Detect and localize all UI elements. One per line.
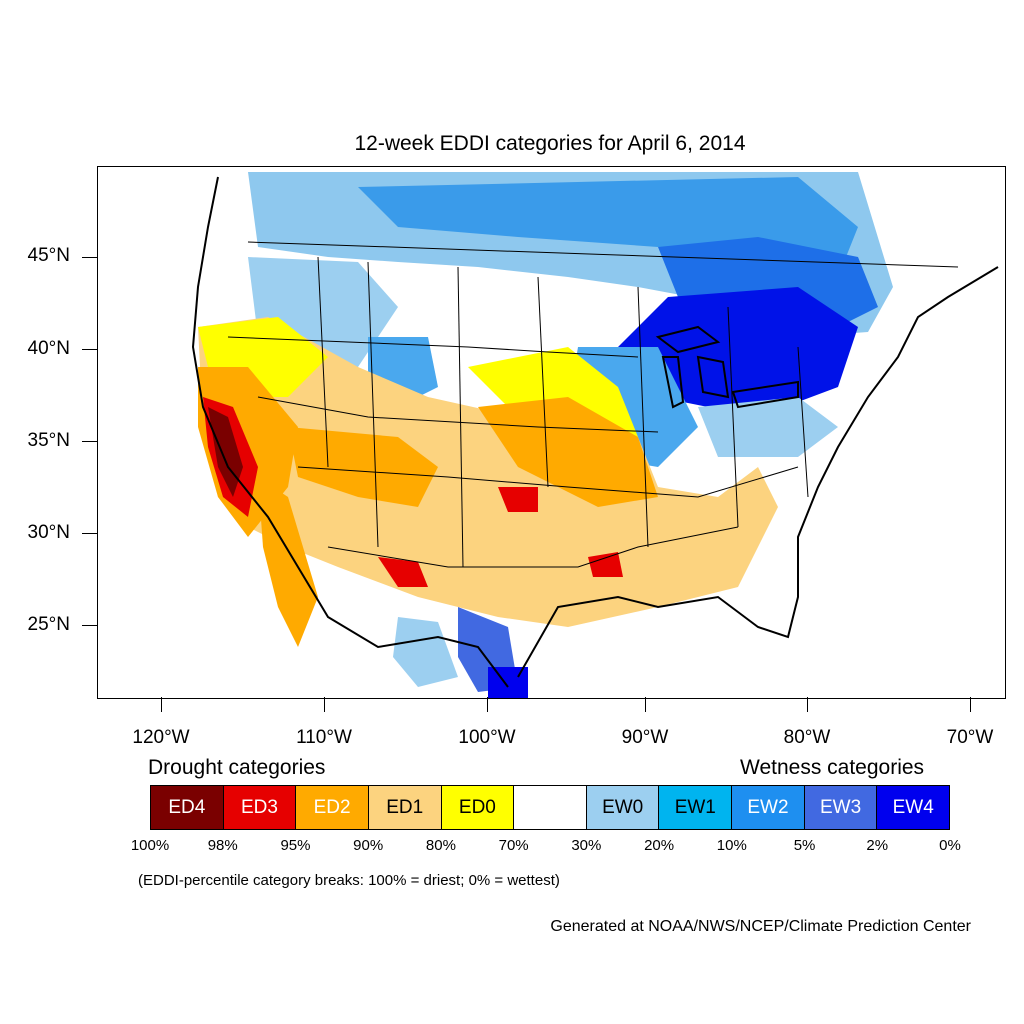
lat-tick (82, 625, 97, 626)
lat-tick (82, 257, 97, 258)
lat-tick (82, 441, 97, 442)
eddi-map (191, 172, 999, 698)
legend-swatch-ew3: EW3 (804, 786, 878, 829)
lon-label-110: 110°W (296, 727, 352, 748)
lon-tick (970, 697, 971, 712)
legend-swatch-ed3: ED3 (223, 786, 297, 829)
legend-swatch-neutral (514, 786, 587, 829)
percentile-label: 10% (716, 837, 747, 854)
legend-swatch-ed0: ED0 (441, 786, 515, 829)
legend-bar: ED4 ED3 ED2 ED1 ED0 EW0 EW1 EW2 EW3 EW4 (150, 785, 950, 830)
lon-tick (645, 697, 646, 712)
legend-swatch-ew0: EW0 (586, 786, 660, 829)
lat-label-40: 40°N (27, 338, 70, 359)
credit: Generated at NOAA/NWS/NCEP/Climate Predi… (550, 918, 971, 935)
lat-tick (82, 533, 97, 534)
lat-label-30: 30°N (27, 522, 70, 543)
legend-swatch-ed1: ED1 (368, 786, 442, 829)
lon-tick (487, 697, 488, 712)
percentile-label: 5% (793, 837, 816, 854)
percentile-label: 2% (866, 837, 889, 854)
percentile-label: 100% (130, 837, 170, 854)
lat-tick (82, 349, 97, 350)
lon-label-80: 80°W (783, 727, 831, 748)
legend-swatch-ew4: EW4 (877, 786, 950, 829)
percentile-label: 70% (498, 837, 529, 854)
percentile-label: 0% (939, 837, 961, 854)
lon-label-100: 100°W (458, 727, 516, 748)
wetness-heading: Wetness categories (740, 756, 925, 779)
drought-heading: Drought categories (148, 756, 326, 779)
percentile-label: 30% (571, 837, 602, 854)
lon-label-90: 90°W (621, 727, 669, 748)
percentile-label: 95% (280, 837, 311, 854)
legend-swatch-ew1: EW1 (659, 786, 733, 829)
percentile-label: 98% (207, 837, 238, 854)
footnote: (EDDI-percentile category breaks: 100% =… (138, 872, 560, 889)
legend-swatch-ed2: ED2 (296, 786, 369, 829)
lat-label-45: 45°N (27, 245, 70, 266)
percentile-label: 90% (353, 837, 384, 854)
legend-swatch-ew2: EW2 (732, 786, 805, 829)
lon-tick (807, 697, 808, 712)
lat-label-35: 35°N (27, 430, 70, 451)
lon-tick (161, 697, 162, 712)
map-title: 12-week EDDI categories for April 6, 201… (354, 132, 746, 155)
percentile-label: 80% (425, 837, 456, 854)
lon-tick (324, 697, 325, 712)
percentile-label: 20% (644, 837, 675, 854)
lon-label-120: 120°W (132, 727, 190, 748)
lon-label-70: 70°W (946, 727, 994, 748)
map-area (97, 166, 1006, 699)
lat-label-25: 25°N (27, 614, 70, 635)
legend-swatch-ed4: ED4 (151, 786, 224, 829)
